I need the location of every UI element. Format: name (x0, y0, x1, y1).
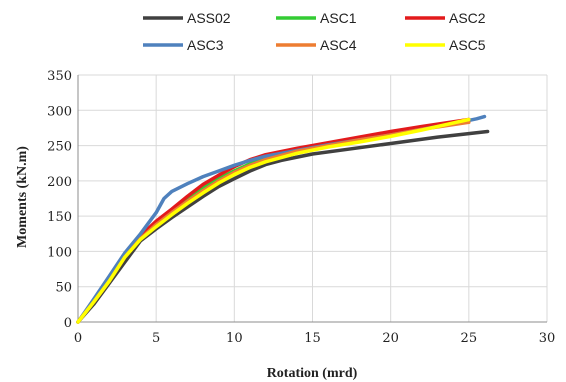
x-tick-label: 25 (461, 331, 478, 346)
y-tick-label: 100 (47, 245, 72, 260)
series-lines (76, 114, 490, 324)
x-axis-title: Rotation (mrd) (267, 366, 358, 381)
series-line-asc2 (76, 117, 471, 324)
y-tick-label: 250 (47, 140, 72, 155)
legend-label-asc2: ASC2 (449, 10, 486, 26)
x-tick-label: 30 (539, 331, 556, 346)
gridlines (78, 74, 548, 322)
x-tick-label: 10 (226, 331, 243, 346)
legend-label-asc3: ASC3 (187, 37, 224, 53)
legend-label-asc1: ASC1 (320, 10, 357, 26)
y-tick-label: 150 (47, 210, 72, 225)
x-tick-label: 15 (304, 331, 321, 346)
axes (77, 75, 547, 323)
x-tick-labels: 0 5 10 15 20 25 30 (74, 331, 555, 346)
y-tick-label: 350 (47, 69, 72, 84)
y-tick-labels: 0 50 100 150 200 250 300 350 (47, 69, 72, 331)
x-tick-label: 0 (74, 331, 82, 346)
y-axis-title: Moments (kN.m) (15, 146, 30, 248)
legend-label-asc4: ASC4 (320, 37, 357, 53)
series-line-ass02 (76, 129, 490, 324)
series-line-asc5 (76, 117, 471, 324)
y-tick-label: 200 (47, 175, 72, 190)
legend-label-asc5: ASC5 (449, 37, 486, 53)
y-tick-label: 300 (47, 104, 72, 119)
series-line-asc3 (76, 114, 487, 324)
x-tick-label: 5 (152, 331, 160, 346)
legend-label-ass02: ASS02 (187, 10, 231, 26)
y-tick-label: 0 (64, 316, 72, 331)
y-tick-label: 50 (55, 281, 72, 296)
legend: ASS02 ASC1 ASC2 ASC3 ASC4 ASC5 (143, 10, 486, 53)
x-tick-label: 20 (382, 331, 399, 346)
